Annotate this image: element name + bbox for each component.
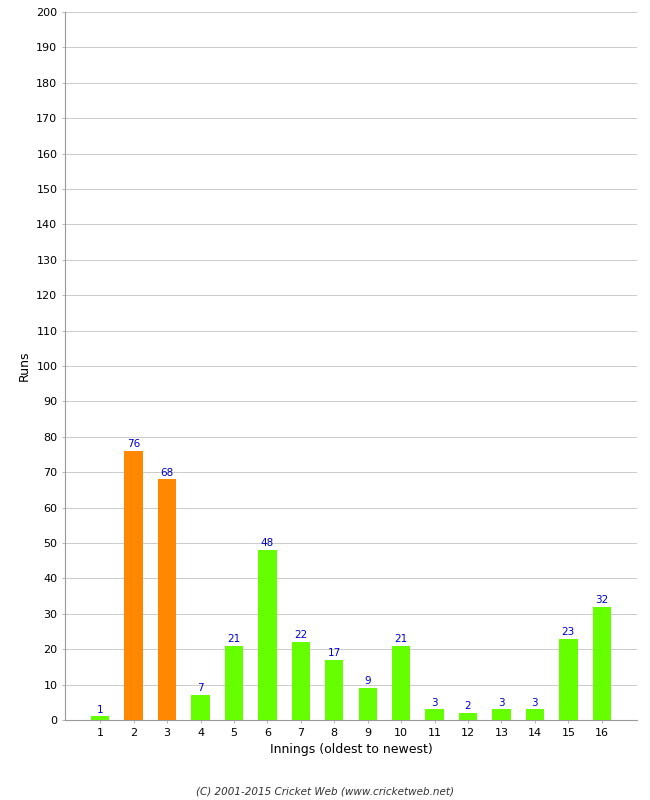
Bar (258, 550, 277, 720)
Text: 68: 68 (161, 467, 174, 478)
Y-axis label: Runs: Runs (18, 350, 31, 382)
Text: 76: 76 (127, 439, 140, 449)
Text: (C) 2001-2015 Cricket Web (www.cricketweb.net): (C) 2001-2015 Cricket Web (www.cricketwe… (196, 786, 454, 796)
Text: 21: 21 (227, 634, 240, 644)
Text: 17: 17 (328, 648, 341, 658)
Bar (593, 606, 611, 720)
Bar (292, 642, 310, 720)
Bar (559, 638, 578, 720)
Text: 1: 1 (97, 705, 103, 714)
Bar (459, 713, 477, 720)
Text: 21: 21 (395, 634, 408, 644)
Bar (526, 710, 544, 720)
Bar (225, 646, 243, 720)
Text: 32: 32 (595, 595, 608, 605)
Bar (492, 710, 511, 720)
Text: 2: 2 (465, 701, 471, 711)
Bar (124, 451, 143, 720)
Text: 9: 9 (365, 676, 371, 686)
Bar (392, 646, 410, 720)
Text: 22: 22 (294, 630, 307, 640)
Bar (359, 688, 377, 720)
X-axis label: Innings (oldest to newest): Innings (oldest to newest) (270, 743, 432, 756)
Bar (158, 479, 176, 720)
Bar (325, 660, 343, 720)
Text: 3: 3 (432, 698, 438, 708)
Text: 23: 23 (562, 627, 575, 637)
Text: 7: 7 (197, 683, 204, 694)
Text: 3: 3 (498, 698, 505, 708)
Bar (91, 717, 109, 720)
Bar (191, 695, 210, 720)
Text: 3: 3 (532, 698, 538, 708)
Text: 48: 48 (261, 538, 274, 548)
Bar (425, 710, 444, 720)
